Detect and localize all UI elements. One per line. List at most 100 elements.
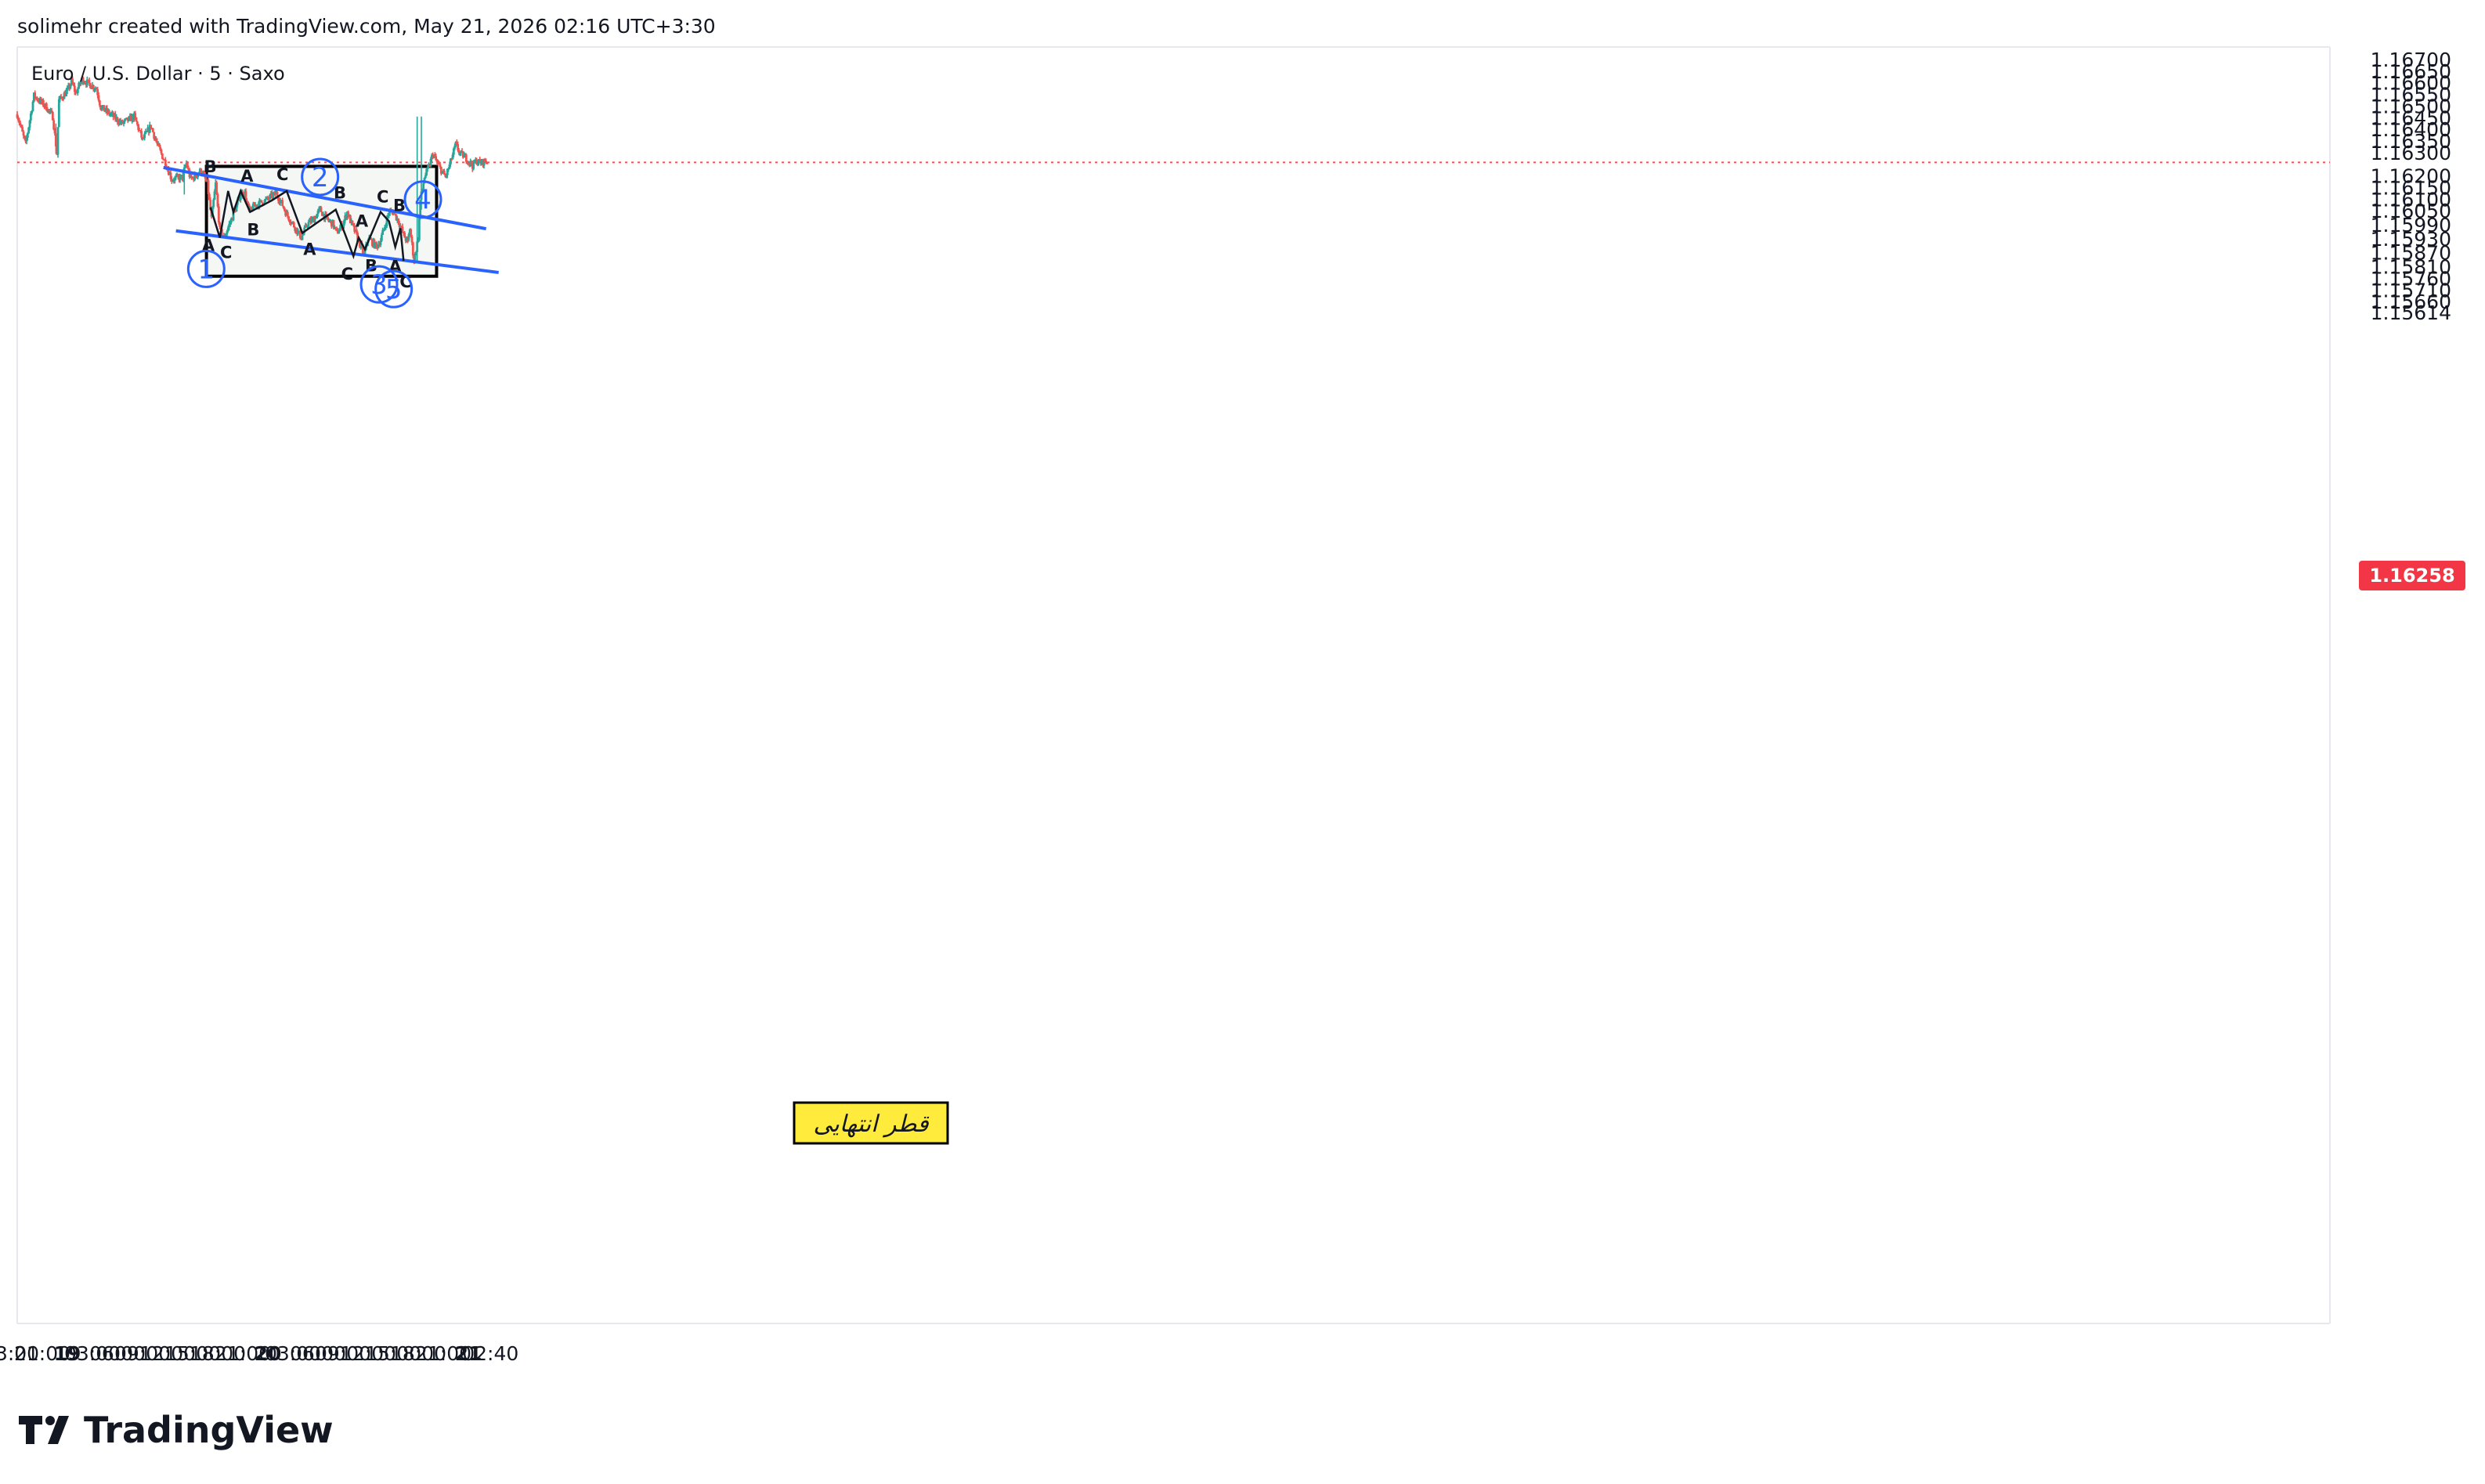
candle-body bbox=[385, 226, 388, 228]
candle-body bbox=[190, 175, 193, 179]
candle-body bbox=[162, 158, 165, 161]
candle-body bbox=[414, 254, 417, 263]
candle-body bbox=[50, 110, 53, 112]
x-tick-label: 09:00 bbox=[315, 1342, 371, 1365]
x-tick-label: 15:00 bbox=[365, 1342, 421, 1365]
x-tick-label: 21:00 bbox=[215, 1342, 271, 1365]
candle-body bbox=[217, 206, 220, 223]
candle-body bbox=[88, 83, 92, 88]
candle-body bbox=[276, 192, 279, 197]
wave-circle-label: 2 bbox=[312, 162, 329, 193]
candle-body bbox=[433, 155, 436, 157]
candle-body bbox=[76, 88, 79, 93]
candle-body bbox=[292, 222, 295, 228]
candle-body bbox=[470, 161, 473, 165]
candle-body bbox=[22, 132, 25, 136]
tradingview-logo[interactable]: TradingView bbox=[19, 1409, 334, 1451]
candle-body bbox=[267, 198, 270, 200]
candle-body bbox=[338, 227, 341, 232]
candle-body bbox=[448, 164, 451, 169]
candle-body bbox=[441, 171, 444, 174]
candle-body bbox=[207, 180, 210, 195]
candle-body bbox=[446, 168, 449, 175]
candle-body bbox=[421, 188, 424, 192]
candle-body bbox=[114, 114, 117, 120]
candle-body bbox=[272, 193, 275, 198]
x-tick-label: 20 bbox=[255, 1342, 282, 1365]
candle-body bbox=[173, 177, 176, 181]
candle-body bbox=[143, 133, 146, 139]
candle-body bbox=[338, 231, 341, 234]
wave-label: C bbox=[377, 188, 388, 207]
candle-body bbox=[261, 202, 264, 205]
channel-lines[interactable] bbox=[163, 165, 499, 274]
y-tick-label: 1.16050 bbox=[2371, 200, 2451, 222]
candle-body bbox=[186, 162, 189, 168]
candle-body bbox=[264, 198, 267, 200]
price-tag: 1.16258 bbox=[2359, 561, 2465, 590]
candle-body bbox=[93, 88, 96, 91]
candle-body bbox=[464, 154, 468, 162]
candle-body bbox=[72, 83, 75, 86]
wave-label: A bbox=[356, 211, 369, 230]
candle-body bbox=[445, 175, 448, 177]
channel-line-upper bbox=[163, 165, 487, 231]
candle-body bbox=[187, 168, 190, 170]
candle-body bbox=[403, 233, 406, 238]
y-tick-label: 1.16650 bbox=[2371, 60, 2451, 83]
candle-body bbox=[156, 141, 159, 144]
candle-body bbox=[380, 234, 383, 241]
wave-path bbox=[209, 188, 405, 262]
time-axis[interactable]: 3:0021:001903:0006:0009:0012:0015:0018:0… bbox=[0, 1342, 518, 1365]
y-tick-label: 1.16450 bbox=[2371, 107, 2451, 129]
y-tick-label: 1.16500 bbox=[2371, 95, 2451, 117]
candle-body bbox=[20, 125, 23, 128]
candle-body bbox=[463, 154, 466, 158]
candle-body bbox=[244, 191, 247, 201]
candle-body bbox=[179, 175, 182, 181]
candle-body bbox=[457, 144, 460, 150]
candle-body bbox=[334, 226, 338, 229]
wave-label: C bbox=[276, 165, 288, 184]
candle-body bbox=[167, 169, 170, 175]
candle-body bbox=[435, 160, 439, 163]
candle-body bbox=[381, 229, 385, 235]
candle-body bbox=[410, 229, 413, 237]
candle-body bbox=[25, 137, 28, 142]
candle-body bbox=[375, 242, 378, 246]
candle-body bbox=[247, 201, 250, 205]
symbol-title: Euro / U.S. Dollar · 5 · Saxo bbox=[31, 63, 285, 85]
price-axis[interactable]: 1.167001.166501.166001.165501.165001.164… bbox=[2371, 49, 2451, 324]
candle-body bbox=[169, 172, 172, 179]
wave-circle-label: 3 bbox=[370, 269, 388, 301]
candle-body bbox=[97, 95, 100, 101]
candle-body bbox=[170, 179, 173, 182]
candle-body bbox=[34, 92, 37, 98]
candle-body bbox=[71, 78, 74, 84]
wave-circle bbox=[186, 249, 226, 288]
candle-body bbox=[19, 123, 22, 125]
candle-body bbox=[377, 244, 380, 248]
candle-body bbox=[135, 117, 138, 122]
box-label-bg bbox=[793, 1101, 949, 1145]
candle-body bbox=[310, 218, 313, 223]
candle-body bbox=[407, 233, 410, 240]
candle-body bbox=[232, 211, 235, 221]
y-tick-label: 1.15810 bbox=[2371, 256, 2451, 279]
candle-body bbox=[426, 167, 429, 169]
candle-body bbox=[219, 222, 222, 227]
tradingview-logo-icon bbox=[19, 1416, 69, 1444]
candle-body bbox=[461, 150, 464, 153]
candle-body bbox=[92, 85, 95, 90]
candle-body bbox=[349, 215, 352, 223]
candle-body bbox=[335, 228, 338, 230]
candle-body bbox=[225, 233, 228, 237]
candle-body bbox=[383, 226, 386, 229]
candle-body bbox=[37, 99, 40, 102]
candle-body bbox=[172, 180, 175, 182]
brand-name: TradingView bbox=[84, 1409, 334, 1451]
candle-body bbox=[69, 85, 72, 88]
wave-circle bbox=[403, 180, 442, 219]
candle-body bbox=[353, 225, 356, 232]
